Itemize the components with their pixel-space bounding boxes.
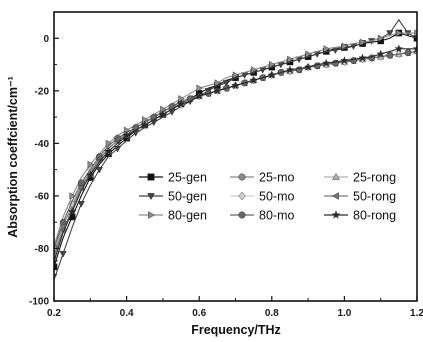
data-point-80-gen xyxy=(250,66,258,74)
series-layer xyxy=(54,18,417,281)
data-point-80-gen xyxy=(269,60,276,69)
legend-label: 50-gen xyxy=(168,190,207,204)
data-point-80-rong xyxy=(267,70,277,79)
data-point-50-gen xyxy=(386,30,394,37)
axis-ticks: 0.2 0.4 0.6 0.8 1.0 1.2 0 -20 -40 -60 -80 -100 xyxy=(29,34,423,319)
data-point-80-gen xyxy=(378,34,385,42)
data-point-50-gen xyxy=(77,201,85,208)
data-point-80-mo xyxy=(114,134,121,142)
data-point-80-mo xyxy=(77,179,85,187)
legend-item-50-rong: 50-rong xyxy=(324,190,396,204)
data-point-80-gen xyxy=(69,192,76,200)
legend-item-80-mo: 80-mo xyxy=(230,209,294,223)
data-point-80-gen xyxy=(341,42,349,50)
legend-item-50-gen: 50-gen xyxy=(139,190,207,204)
y-tick-label: -60 xyxy=(35,191,50,202)
data-point-80-gen xyxy=(359,38,367,46)
data-point-80-rong xyxy=(194,91,204,100)
data-point-80-rong xyxy=(412,44,417,53)
legend-label: 50-rong xyxy=(353,190,396,204)
x-tick-label: 0.8 xyxy=(265,308,279,319)
data-point-80-gen xyxy=(305,50,312,58)
data-point-80-rong xyxy=(140,120,150,129)
legend-marker xyxy=(332,172,340,180)
data-point-80-rong xyxy=(340,56,349,65)
data-point-80-gen xyxy=(196,84,204,92)
series-line-50-gen xyxy=(54,18,417,281)
legend-item-80-rong: 80-rong xyxy=(324,209,396,223)
legend-marker xyxy=(238,211,246,219)
data-point-80-gen xyxy=(396,29,403,37)
x-tick-label: 0.2 xyxy=(47,308,61,319)
legend-item-25-mo: 25-mo xyxy=(230,171,294,185)
legend-label: 50-mo xyxy=(259,190,294,204)
y-tick-label: -80 xyxy=(35,244,50,255)
data-point-80-rong xyxy=(104,146,113,155)
data-point-80-gen xyxy=(123,126,131,134)
legend: 25-gen 25-mo 25-rong 50-gen 50-mo 50-rong 80-g… xyxy=(139,171,396,223)
data-point-80-rong xyxy=(303,62,313,71)
y-tick-label: -20 xyxy=(35,86,50,97)
y-tick-label: -40 xyxy=(35,139,50,150)
y-tick-label: 0 xyxy=(43,34,49,45)
legend-marker xyxy=(331,210,341,219)
data-point-80-gen xyxy=(287,55,294,63)
data-point-80-rong xyxy=(158,109,168,119)
data-point-80-gen xyxy=(87,160,95,168)
x-tick-label: 1.2 xyxy=(410,308,423,319)
y-axis-title: Absorption coeffcient/cm⁻¹ xyxy=(6,76,20,237)
data-point-80-gen xyxy=(142,116,149,124)
legend-marker xyxy=(331,192,339,200)
y-tick-label: -100 xyxy=(29,297,49,308)
data-point-80-rong xyxy=(376,49,385,58)
legend-marker xyxy=(238,191,246,201)
data-point-80-rong xyxy=(67,207,77,216)
data-point-80-rong xyxy=(122,131,131,140)
legend-label: 25-rong xyxy=(353,171,396,185)
data-point-80-rong xyxy=(54,257,59,266)
data-point-50-gen xyxy=(59,251,67,258)
x-tick-label: 0.4 xyxy=(120,308,134,319)
data-point-80-rong xyxy=(249,75,258,84)
data-point-80-rong xyxy=(213,86,222,95)
data-point-80-mo xyxy=(386,52,394,59)
data-point-80-gen xyxy=(178,95,185,103)
legend-label: 25-mo xyxy=(259,171,294,185)
x-tick-label: 1.0 xyxy=(337,308,351,319)
x-tick-label: 0.6 xyxy=(192,308,206,319)
data-point-80-rong xyxy=(176,99,186,108)
legend-label: 80-rong xyxy=(353,209,396,223)
data-point-80-gen xyxy=(323,45,331,53)
data-point-80-mo xyxy=(404,49,412,57)
legend-item-25-rong: 25-rong xyxy=(324,171,396,185)
legend-item-50-mo: 50-mo xyxy=(230,190,294,204)
legend-item-25-gen: 25-gen xyxy=(139,171,207,185)
data-point-80-gen xyxy=(160,105,167,113)
data-point-80-mo xyxy=(96,153,103,160)
series-80-rong xyxy=(54,44,417,266)
legend-marker xyxy=(147,193,155,201)
data-point-80-gen xyxy=(214,79,222,87)
data-point-80-rong xyxy=(285,65,295,74)
data-point-80-rong xyxy=(358,53,367,62)
legend-label: 80-mo xyxy=(259,209,294,223)
data-point-50-gen xyxy=(113,145,122,153)
data-point-80-rong xyxy=(231,81,240,90)
x-axis-title: Frequency/THz xyxy=(191,323,281,337)
data-point-50-gen xyxy=(95,166,103,174)
legend-marker xyxy=(148,211,156,219)
data-point-80-rong xyxy=(86,170,95,179)
legend-marker xyxy=(238,173,246,181)
data-point-80-rong xyxy=(321,58,331,67)
legend-label: 25-gen xyxy=(168,171,207,185)
data-point-80-mo xyxy=(59,218,67,226)
legend-label: 80-gen xyxy=(168,209,207,223)
legend-marker xyxy=(147,173,155,181)
data-point-50-gen xyxy=(222,80,231,87)
data-point-80-gen xyxy=(232,71,240,79)
data-point-80-rong xyxy=(394,44,404,53)
legend-item-80-gen: 80-gen xyxy=(139,209,207,223)
